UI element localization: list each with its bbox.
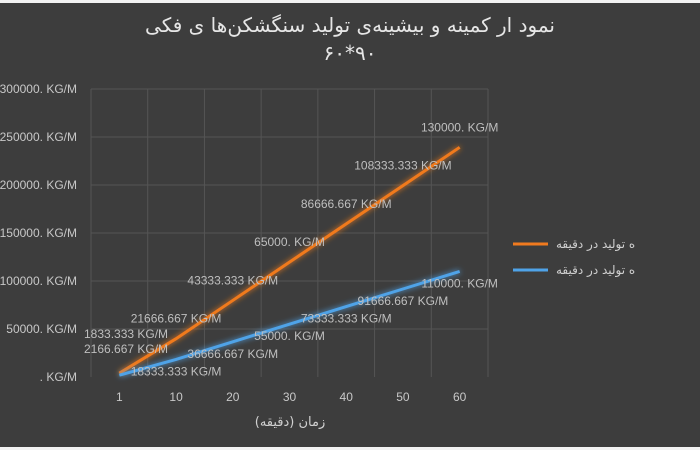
y-tick-label: 300000. KG/M [0, 82, 77, 96]
data-label: 110000. KG/M [421, 276, 498, 290]
data-label: 130000. KG/M [421, 120, 498, 134]
y-tick-label: 100000. KG/M [0, 274, 77, 288]
y-tick-label: 150000. KG/M [0, 226, 77, 240]
legend-label-1: ه تولید در دقیقه [556, 237, 635, 252]
data-label: 18333.333 KG/M [131, 364, 222, 378]
data-label: 36666.667 KG/M [187, 347, 278, 361]
x-tick-label: 40 [340, 390, 354, 404]
y-tick-label: 250000. KG/M [0, 130, 77, 144]
x-tick-label: 20 [226, 390, 240, 404]
data-label: 73333.333 KG/M [301, 312, 392, 326]
chart-subtitle: ۹۰*۶۰ [323, 41, 377, 65]
chart-area: نمود ار کمینه و بیشینه‌ی تولید سنگشکن‌ها… [0, 3, 700, 447]
x-tick-label: 30 [283, 390, 297, 404]
data-label: 65000. KG/M [254, 235, 325, 249]
data-label: 91666.667 KG/M [358, 294, 449, 308]
x-tick-label: 50 [396, 390, 410, 404]
chart-title-line: نمود ار کمینه و بیشینه‌ی تولید سنگشکن‌ها… [145, 13, 555, 37]
data-label: 108333.333 KG/M [354, 159, 451, 173]
y-tick-label: . KG/M [40, 370, 77, 384]
data-label: 2166.667 KG/M [84, 342, 168, 356]
legend-label-2: ه تولید در دقیقه [556, 263, 635, 278]
data-label: 43333.333 KG/M [187, 273, 278, 287]
data-label: 86666.667 KG/M [301, 197, 392, 211]
data-label: 55000. KG/M [254, 329, 325, 343]
x-tick-label: 1 [116, 390, 123, 404]
x-tick-label: 10 [169, 390, 183, 404]
data-label: 21666.667 KG/M [131, 312, 222, 326]
x-tick-label: 60 [453, 390, 467, 404]
y-tick-label: 200000. KG/M [0, 178, 77, 192]
chart-title: نمود ار کمینه و بیشینه‌ی تولید سنگشکن‌ها… [0, 11, 700, 67]
y-tick-label: 50000. KG/M [6, 322, 77, 336]
data-label: 1833.333 KG/M [84, 327, 168, 341]
x-axis-title: زمان (دقیقه) [255, 415, 326, 430]
